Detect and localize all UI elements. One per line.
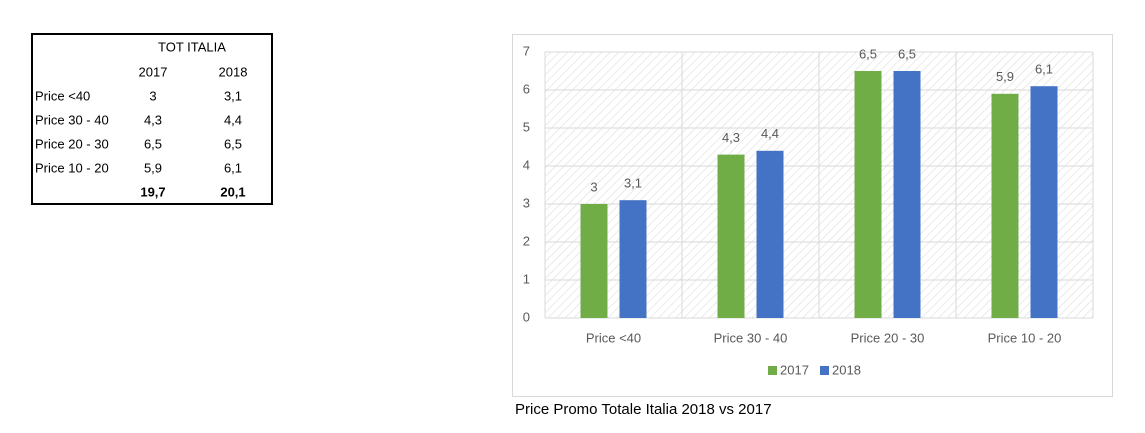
legend-swatch xyxy=(820,366,829,375)
bar xyxy=(854,71,882,318)
y-tick-label: 0 xyxy=(523,309,530,324)
x-tick-label: Price <40 xyxy=(586,330,641,345)
bar xyxy=(1030,86,1058,318)
chart: 0 1 2 3 4 5 6 7 Price <40 3 3,1 Price 30 - 40 4,3 4,4… xyxy=(523,43,1094,377)
value-label: 3 xyxy=(590,179,597,194)
value-label: 6,5 xyxy=(859,46,877,61)
value-label: 6,5 xyxy=(898,46,916,61)
legend-label: 2018 xyxy=(832,362,861,377)
value-label: 4,4 xyxy=(761,126,779,141)
table-total: 19,7 xyxy=(140,184,165,199)
row-label: Price 20 - 30 xyxy=(35,136,109,151)
bar xyxy=(991,93,1019,318)
bar xyxy=(580,204,608,318)
y-tick-label: 1 xyxy=(523,271,530,286)
row-label: Price 30 - 40 xyxy=(35,112,109,127)
x-tick-label: Price 20 - 30 xyxy=(851,330,925,345)
value-label: 4,3 xyxy=(722,130,740,145)
y-tick-label: 3 xyxy=(523,195,530,210)
table-total: 20,1 xyxy=(220,184,245,199)
cell: 3 xyxy=(149,88,156,103)
cell: 6,5 xyxy=(144,136,162,151)
value-label: 3,1 xyxy=(624,176,642,191)
legend-swatch xyxy=(768,366,777,375)
bar xyxy=(717,154,745,318)
cell: 3,1 xyxy=(224,88,242,103)
cell: 4,4 xyxy=(224,112,242,127)
value-label: 5,9 xyxy=(996,69,1014,84)
bar xyxy=(893,71,921,318)
table-frame xyxy=(31,33,273,205)
table-column: 2018 xyxy=(219,64,248,79)
legend-label: 2017 xyxy=(780,362,809,377)
table-column: 2017 xyxy=(139,64,168,79)
y-tick-label: 4 xyxy=(523,157,530,172)
chart-caption: Price Promo Totale Italia 2018 vs 2017 xyxy=(515,401,772,418)
cell: 6,1 xyxy=(224,160,242,175)
x-tick-label: Price 30 - 40 xyxy=(714,330,788,345)
y-tick-label: 6 xyxy=(523,81,530,96)
table-body: Price <40 3 3,1 Price 30 - 40 4,3 4,4 Price 20… xyxy=(35,88,242,175)
cell: 5,9 xyxy=(144,160,162,175)
cell: 4,3 xyxy=(144,112,162,127)
y-tick-label: 5 xyxy=(523,119,530,134)
row-label: Price <40 xyxy=(35,88,90,103)
y-tick-label: 2 xyxy=(523,233,530,248)
row-label: Price 10 - 20 xyxy=(35,160,109,175)
bar xyxy=(619,200,647,318)
value-label: 6,1 xyxy=(1035,62,1053,77)
y-tick-label: 7 xyxy=(523,43,530,58)
bar xyxy=(756,150,784,318)
table-title: TOT ITALIA xyxy=(158,39,226,54)
cell: 6,5 xyxy=(224,136,242,151)
x-tick-label: Price 10 - 20 xyxy=(988,330,1062,345)
